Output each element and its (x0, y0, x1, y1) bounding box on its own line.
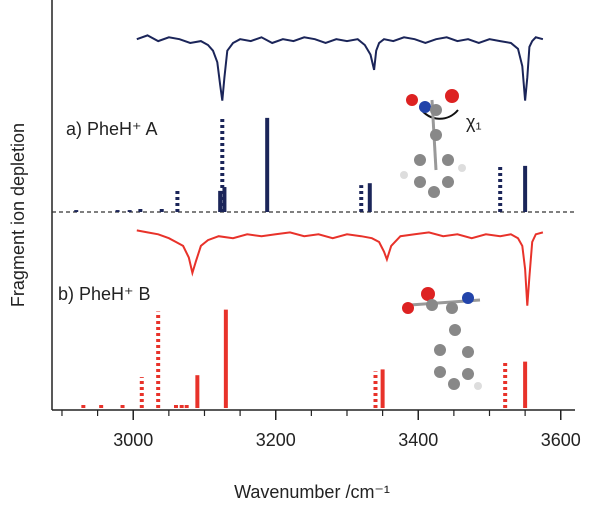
y-axis-label: Fragment ion depletion (8, 123, 28, 307)
spectrum-trace (136, 229, 544, 306)
x-tick-label: 3600 (541, 430, 581, 450)
panel-label: b) PheH⁺ B (58, 284, 151, 304)
panel-label: a) PheH⁺ A (66, 119, 158, 139)
spectrum-trace (136, 34, 544, 101)
x-axis-label: Wavenumber /cm⁻¹ (234, 482, 390, 502)
molecule-b (402, 287, 482, 390)
x-tick-label: 3200 (256, 430, 296, 450)
x-tick-label: 3000 (113, 430, 153, 450)
molecule-a (400, 89, 466, 198)
x-tick-label: 3400 (398, 430, 438, 450)
annotation: χ₁ (466, 112, 482, 132)
